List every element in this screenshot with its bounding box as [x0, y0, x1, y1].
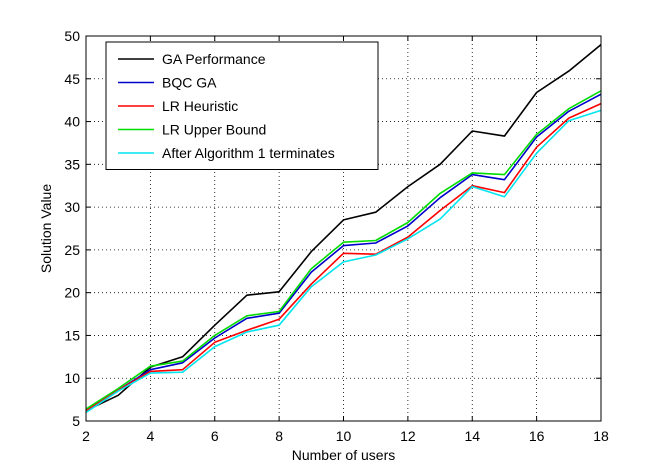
- legend-label: After Algorithm 1 terminates: [162, 145, 335, 161]
- x-tick-label: 2: [82, 428, 90, 444]
- x-tick-label: 14: [464, 428, 480, 444]
- series-line-4: [85, 109, 602, 414]
- y-tick-label: 45: [64, 71, 80, 87]
- x-tick-label: 4: [146, 428, 154, 444]
- series-line-1: [85, 93, 602, 412]
- y-tick-label: 25: [64, 242, 80, 258]
- y-tick-label: 50: [64, 28, 80, 44]
- y-axis-label: Solution Value: [38, 184, 54, 273]
- x-axis-label: Number of users: [292, 447, 395, 463]
- legend-label: LR Upper Bound: [162, 122, 266, 138]
- series-line-3: [85, 90, 602, 410]
- series-line-2: [85, 102, 602, 412]
- y-tick-label: 35: [64, 156, 80, 172]
- y-tick-label: 15: [64, 327, 80, 343]
- y-tick-label: 30: [64, 199, 80, 215]
- series-lines: [85, 43, 602, 414]
- y-tick-label: 10: [64, 370, 80, 386]
- x-tick-label: 10: [336, 428, 352, 444]
- y-tick-label: 20: [64, 285, 80, 301]
- x-tick-label: 6: [211, 428, 219, 444]
- legend: GA Performance BQC GA LR Heuristic LR Upper…: [105, 41, 379, 170]
- y-tick-label: 5: [72, 413, 80, 429]
- series-line-0: [85, 43, 602, 412]
- x-tick-label: 18: [593, 428, 609, 444]
- x-tick-label: 12: [400, 428, 416, 444]
- y-tick-label: 40: [64, 114, 80, 130]
- axis-ticks: 2 4 6 8 10 12 14 16 18 5 10 15 20 25 30 35 40 45 50: [64, 28, 609, 444]
- legend-label: GA Performance: [162, 51, 266, 67]
- legend-label: LR Heuristic: [162, 98, 238, 114]
- x-tick-label: 8: [275, 428, 283, 444]
- legend-label: BQC GA: [162, 75, 217, 91]
- x-tick-label: 16: [529, 428, 545, 444]
